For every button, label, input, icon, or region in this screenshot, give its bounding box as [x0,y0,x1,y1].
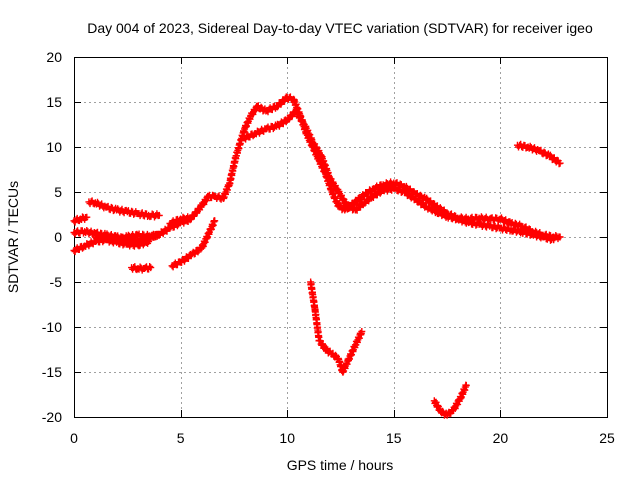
series-arc-i [241,107,558,244]
y-tick-label: -10 [42,319,62,335]
data-point [417,191,424,199]
series-arc-f [128,263,155,274]
data-point [251,107,259,115]
x-tick-label: 20 [493,430,509,446]
data-point [211,217,219,225]
data-point [273,103,281,111]
x-tick-label: 15 [386,430,402,446]
y-tick-label: -15 [42,364,62,380]
data-point [358,328,366,335]
data-point [155,211,163,219]
x-tick-label: 0 [70,430,78,446]
data-point [361,199,369,207]
x-tick-label: 25 [599,430,615,446]
series-arc-k [307,278,366,376]
data-points [70,93,564,419]
y-tick-label: -20 [42,409,62,425]
axis-ticks: 0 5 10 15 20 25 -20 -15 -10 -5 0 5 10 15 20 [42,49,615,446]
data-point [415,197,423,204]
chart-title: Day 004 of 2023, Sidereal Day-to-day VTE… [87,20,593,36]
series-arc-g [168,217,219,271]
data-point [155,231,163,239]
y-tick-label: 10 [46,139,62,155]
y-axis-label: SDTVAR / TECUs [5,181,21,293]
data-point [147,264,155,272]
x-tick-label: 10 [279,430,295,446]
series-arc-j [513,140,564,168]
series-arc-b [85,197,163,221]
y-tick-label: 0 [54,229,62,245]
data-point [154,230,162,238]
data-point [550,236,558,244]
series-arc-l [430,381,470,419]
x-axis-label: GPS time / hours [287,457,394,473]
y-tick-label: 15 [46,94,62,110]
data-point [83,213,91,221]
data-point [540,148,548,156]
y-tick-label: 5 [54,184,62,200]
data-point [146,263,154,270]
series-arc-a [70,213,91,226]
y-tick-label: -5 [50,274,63,290]
data-point [556,159,564,167]
data-point [462,382,470,389]
data-point [556,233,564,241]
y-tick-label: 20 [46,49,62,65]
x-tick-label: 5 [177,430,185,446]
series-arc-e [91,230,163,245]
